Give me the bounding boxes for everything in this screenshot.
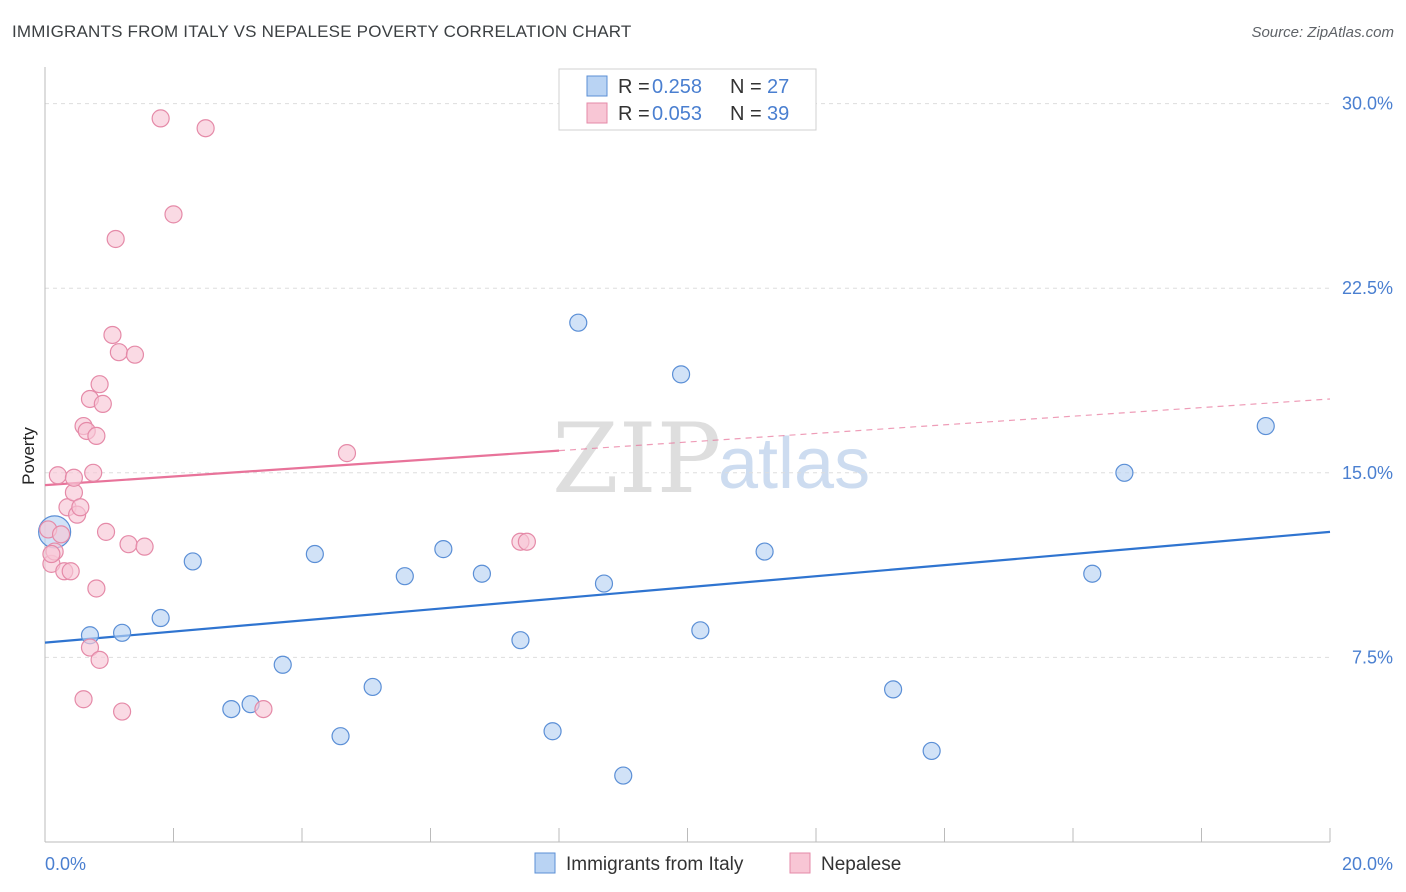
point-nepalese [87,579,106,598]
point-italy [671,365,691,384]
bottom-legend-label-italy: Immigrants from Italy [566,854,744,875]
y-axis-title: Poverty [19,427,38,485]
y-tick-labels: 7.5% 15.0% 22.5% 30.0% [1342,94,1393,668]
watermark: ZIP atlas [552,403,870,515]
point-italy [883,680,903,699]
point-italy [543,722,562,741]
point-italy [331,727,350,746]
x-tick-label: 0.0% [45,854,86,874]
legend-swatch-nepalese [586,102,608,124]
axes [44,67,1331,843]
point-italy [363,677,382,697]
legend-n-label-italy: N = [730,76,762,98]
source-credit: Source: ZipAtlas.com [1251,24,1394,41]
x-tick-labels: 0.0% 20.0% [45,854,1393,874]
point-nepalese [96,522,116,541]
point-italy [594,574,614,593]
point-nepalese [51,525,71,544]
point-nepalese [103,325,122,345]
x-tick-label: 20.0% [1342,854,1393,874]
point-italy [222,699,241,719]
point-nepalese [64,468,84,487]
point-nepalese [119,535,138,554]
bottom-legend-swatch-italy [534,852,556,874]
point-nepalese [254,699,273,719]
point-nepalese [93,394,112,413]
point-nepalese [74,690,93,709]
y-tick-label: 30.0% [1342,94,1393,114]
point-nepalese [48,466,67,485]
legend-n-label-nepalese: N = [730,103,762,125]
bottom-legend-swatch-nepalese [789,852,811,874]
watermark-atlas: atlas [718,424,870,504]
data-points [38,109,1275,785]
watermark-zip: ZIP [552,403,721,515]
point-italy [305,544,324,564]
point-italy [151,608,170,628]
point-nepalese [337,444,357,463]
point-italy [112,623,132,642]
point-nepalese [135,537,154,556]
point-italy [569,313,588,332]
point-nepalese [517,532,536,551]
point-nepalese [71,498,90,517]
legend-n-value-nepalese: 39 [767,103,789,125]
point-italy [395,567,414,586]
trend-lines [44,398,1331,644]
trend-line-solid [44,530,1331,644]
chart-title: IMMIGRANTS FROM ITALY VS NEPALESE POVERT… [12,22,632,41]
legend-box: R = 0.258 N = 27 R = 0.053 N = 39 [558,68,817,131]
bottom-legend: Immigrants from Italy Nepalese [534,852,901,875]
point-italy [434,540,453,559]
point-italy [472,564,491,583]
legend-r-value-nepalese: 0.053 [652,103,702,125]
point-nepalese [87,426,106,445]
point-italy [511,631,530,650]
legend-r-label-italy: R = [618,76,650,98]
legend-swatch-italy [586,75,608,97]
y-tick-label: 7.5% [1352,647,1393,667]
point-nepalese [61,562,80,581]
bottom-legend-label-nepalese: Nepalese [821,854,901,875]
point-italy [1115,463,1134,482]
point-italy [1083,564,1102,583]
trend-line-solid [44,449,560,487]
point-nepalese [90,650,109,669]
point-nepalese [42,544,61,564]
point-nepalese [125,345,145,364]
point-nepalese [196,119,215,138]
point-nepalese [106,229,125,249]
point-italy [691,621,710,640]
legend-r-label-nepalese: R = [618,103,650,125]
point-italy [183,552,202,571]
legend-n-value-italy: 27 [767,76,789,98]
point-nepalese [112,702,132,721]
point-italy [922,741,941,761]
point-nepalese [164,205,183,224]
point-nepalese [109,343,128,362]
point-italy [273,655,292,674]
trend-line-dashed [558,398,1331,452]
y-tick-label: 15.0% [1342,463,1393,483]
point-italy [614,766,633,785]
point-nepalese [84,463,103,482]
y-tick-label: 22.5% [1342,278,1393,298]
point-italy [1256,416,1275,436]
point-nepalese [80,638,100,657]
point-nepalese [151,109,170,128]
legend-r-value-italy: 0.258 [652,76,702,98]
point-nepalese [90,375,109,394]
point-italy [755,542,774,561]
